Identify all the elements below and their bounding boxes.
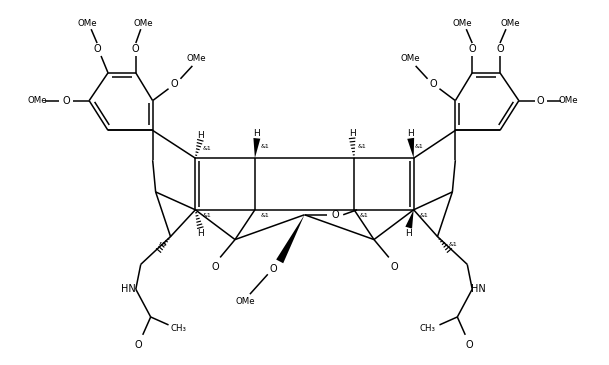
Text: H: H <box>349 129 356 138</box>
Text: &1: &1 <box>414 144 423 149</box>
Text: O: O <box>135 340 143 350</box>
Text: OMe: OMe <box>558 96 579 105</box>
Text: &1: &1 <box>158 242 167 247</box>
Text: H: H <box>197 229 203 238</box>
Text: O: O <box>132 44 139 54</box>
Text: H: H <box>197 131 203 140</box>
Text: &1: &1 <box>261 213 269 218</box>
Text: &1: &1 <box>360 213 368 218</box>
Text: OMe: OMe <box>28 96 48 105</box>
Text: &1: &1 <box>419 213 428 218</box>
Text: HN: HN <box>121 284 136 294</box>
Text: HN: HN <box>471 284 485 294</box>
Text: O: O <box>93 44 101 54</box>
Polygon shape <box>406 210 414 228</box>
Text: O: O <box>468 44 476 54</box>
Text: O: O <box>270 264 278 274</box>
Text: CH₃: CH₃ <box>171 324 186 333</box>
Text: OMe: OMe <box>235 297 255 306</box>
Text: O: O <box>465 340 473 350</box>
Text: OMe: OMe <box>500 19 519 28</box>
Polygon shape <box>407 138 414 158</box>
Text: O: O <box>331 210 339 220</box>
Text: OMe: OMe <box>77 19 97 28</box>
Text: OMe: OMe <box>401 54 420 64</box>
Text: H: H <box>407 129 414 138</box>
Text: OMe: OMe <box>134 19 153 28</box>
Text: O: O <box>171 79 178 89</box>
Text: &1: &1 <box>357 144 367 149</box>
Polygon shape <box>253 138 260 158</box>
Text: CH₃: CH₃ <box>420 324 435 333</box>
Text: O: O <box>211 262 219 272</box>
Text: O: O <box>390 262 398 272</box>
Text: O: O <box>430 79 437 89</box>
Text: H: H <box>406 229 412 238</box>
Polygon shape <box>276 215 304 263</box>
Text: &1: &1 <box>449 242 458 247</box>
Text: &1: &1 <box>203 146 211 151</box>
Text: H: H <box>253 129 260 138</box>
Text: OMe: OMe <box>452 19 472 28</box>
Text: &1: &1 <box>203 213 211 218</box>
Text: &1: &1 <box>261 144 269 149</box>
Text: OMe: OMe <box>186 54 206 64</box>
Text: O: O <box>537 96 544 105</box>
Text: O: O <box>63 96 70 105</box>
Text: O: O <box>496 44 504 54</box>
